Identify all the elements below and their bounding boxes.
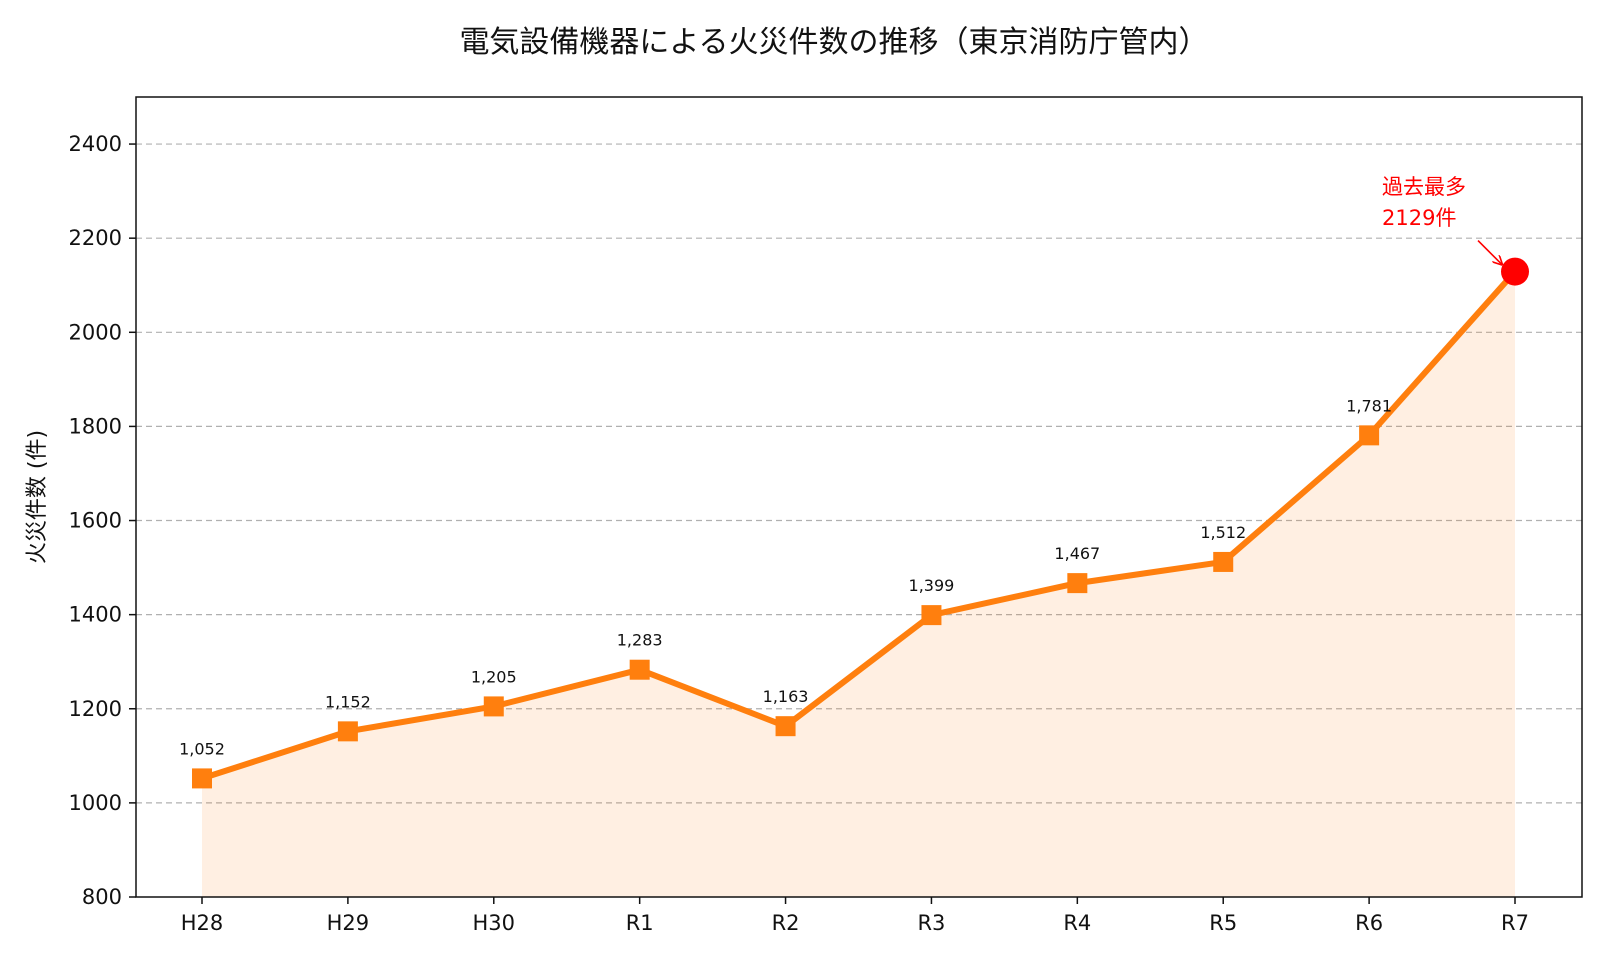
data-point-marker — [921, 605, 942, 626]
data-label: 1,399 — [909, 576, 955, 595]
series-line — [201, 269, 1518, 782]
data-point-marker — [1067, 573, 1088, 594]
x-tick-label: H28 — [181, 911, 224, 935]
data-point-marker — [1213, 551, 1234, 572]
x-tick-label: R4 — [1063, 911, 1091, 935]
x-tick-label: H29 — [327, 911, 370, 935]
x-tick-label: R3 — [917, 911, 945, 935]
x-tick-label: R5 — [1209, 911, 1237, 935]
data-markers — [192, 257, 1529, 789]
data-point-marker — [629, 659, 650, 680]
x-tick-label: R1 — [626, 911, 654, 935]
y-tick-label: 1200 — [69, 697, 122, 721]
data-label: 1,152 — [325, 692, 371, 711]
data-labels: 1,052 1,152 1,205 1,283 1,163 1,399 1,467 1,512… — [179, 396, 1392, 758]
y-tick-label: 1600 — [69, 509, 122, 533]
y-tick-label: 1400 — [69, 603, 122, 627]
area-fill — [202, 271, 1515, 897]
y-axis-label: 火災件数 (件) — [25, 430, 50, 564]
y-axis-ticks: 800 1000 1200 1400 1600 1800 2000 2200 2400 — [69, 132, 136, 909]
data-label: 1,512 — [1200, 523, 1246, 542]
data-label: 1,052 — [179, 739, 225, 758]
max-annotation: 過去最多 2129件 — [1382, 175, 1502, 265]
grid-lines — [136, 143, 1582, 804]
y-tick-label: 2200 — [69, 226, 122, 250]
x-tick-label: R6 — [1355, 911, 1383, 935]
chart-title: 電気設備機器による火災件数の推移（東京消防庁管内） — [459, 25, 1208, 60]
annotation-arrow — [1477, 240, 1502, 265]
data-label: 1,163 — [763, 687, 809, 706]
data-label: 1,205 — [471, 667, 517, 686]
data-point-marker — [337, 721, 358, 742]
max-point-marker — [1501, 257, 1529, 286]
data-point-marker — [483, 696, 504, 717]
data-point-marker — [1359, 425, 1380, 446]
plot-frame — [135, 96, 1583, 898]
plot-area — [136, 97, 1582, 897]
data-label: 1,283 — [617, 631, 663, 650]
data-point-marker — [775, 716, 796, 737]
data-point-marker — [192, 768, 212, 789]
x-tick-label: R2 — [772, 911, 800, 935]
x-tick-label: R7 — [1501, 911, 1529, 935]
y-tick-label: 1800 — [69, 414, 122, 438]
x-axis-ticks: H28 H29 H30 R1 R2 R3 R4 R5 R6 R7 — [181, 897, 1529, 935]
data-label: 1,781 — [1346, 396, 1392, 415]
x-tick-label: H30 — [473, 911, 516, 935]
annotation-line-1: 過去最多 — [1382, 175, 1466, 199]
y-tick-label: 1000 — [69, 791, 122, 815]
y-tick-label: 2400 — [69, 132, 122, 156]
data-label: 1,467 — [1054, 544, 1100, 563]
annotation-line-2: 2129件 — [1382, 206, 1456, 230]
y-tick-label: 2000 — [69, 320, 122, 344]
y-tick-label: 800 — [82, 885, 122, 909]
